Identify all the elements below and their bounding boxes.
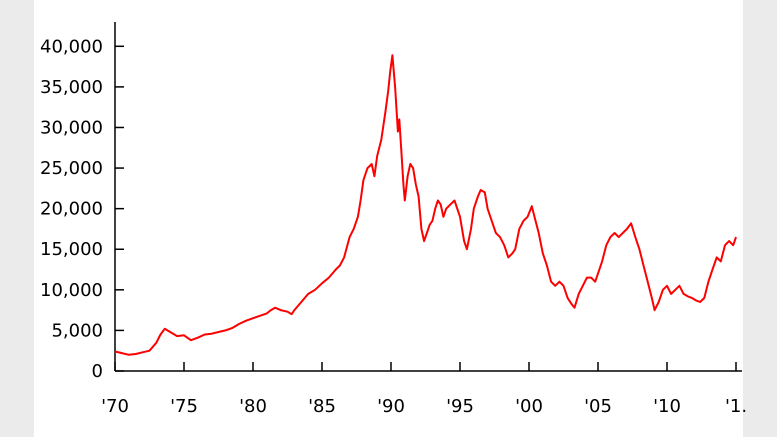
y-tick-label: 30,000 [40, 117, 103, 138]
x-tick-label: '80 [239, 396, 267, 417]
y-tick-label: 0 [92, 361, 103, 382]
y-tick-label: 10,000 [40, 280, 103, 301]
x-tick-label: '05 [584, 396, 612, 417]
x-tick-label: '10 [653, 396, 681, 417]
y-tick-label: 15,000 [40, 239, 103, 260]
x-axis-ticks: '70 '75 '80 '85 '90 '95 '00 '05 '10 '1. [101, 362, 747, 417]
y-tick-label: 20,000 [40, 199, 103, 220]
x-tick-label: '95 [446, 396, 474, 417]
x-tick-label: '90 [377, 396, 405, 417]
series-line [114, 54, 737, 356]
x-tick-label: '75 [170, 396, 198, 417]
series-group [114, 54, 737, 356]
x-tick-label: '85 [308, 396, 336, 417]
y-tick-label: 25,000 [40, 158, 103, 179]
plot-background [34, 0, 743, 437]
x-tick-label: '1. [725, 396, 747, 417]
x-tick-label: '00 [515, 396, 543, 417]
y-tick-label: 35,000 [40, 77, 103, 98]
y-tick-label: 40,000 [40, 36, 103, 57]
y-tick-label: 5,000 [51, 320, 103, 341]
x-tick-label: '70 [101, 396, 129, 417]
y-axis-ticks: 0 5,000 10,000 15,000 20,000 25,000 30,000 35,0… [40, 36, 124, 382]
